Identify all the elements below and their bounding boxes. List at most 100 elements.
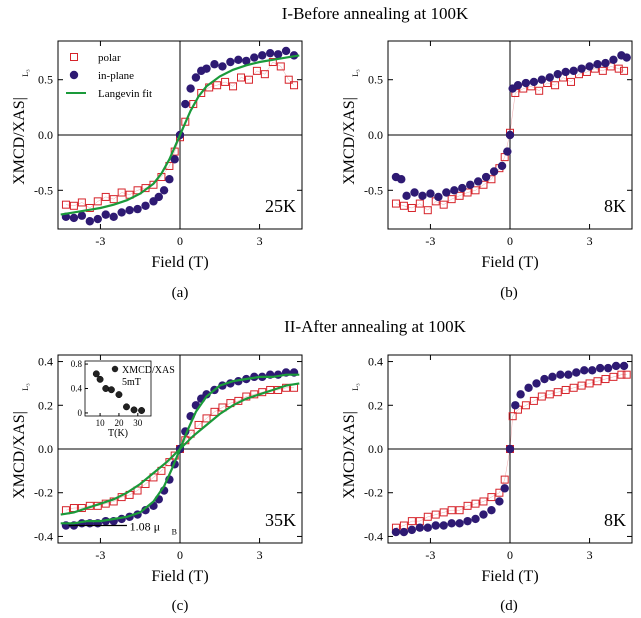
polar-point <box>561 385 570 394</box>
inplane-point <box>455 519 464 528</box>
inplane-point <box>463 516 472 526</box>
polar-point <box>213 81 222 90</box>
y-axis-label-subscript: L₃ <box>351 69 360 77</box>
inplane-point <box>497 161 507 171</box>
y-tick-label: -0.4 <box>364 529 383 543</box>
inplane-point <box>273 50 283 59</box>
inplane-point <box>577 64 586 73</box>
x-axis-label: Field (T) <box>481 568 538 585</box>
polar-point <box>290 81 299 90</box>
y-tick-label: -0.2 <box>364 486 383 500</box>
inplane-point <box>524 383 533 392</box>
inplane-point <box>569 66 578 76</box>
section-title-after: II-After annealing at 100K <box>284 317 466 336</box>
inplane-point <box>439 521 448 530</box>
inplane-point <box>434 192 443 202</box>
y-tick-label: 0.4 <box>38 355 53 369</box>
inplane-point <box>281 46 291 56</box>
inplane-point <box>479 510 488 519</box>
panel-a: -3 0 3 -0.5 0.0 0.5 Field (T) XMCD/XAS| L₃ 25K (a)… <box>11 40 303 301</box>
inplane-point <box>125 206 134 215</box>
inplane-point <box>495 497 504 506</box>
inplane-point <box>611 361 621 371</box>
inplane-point <box>545 73 554 82</box>
polar-point <box>229 82 238 91</box>
inset-y-tick-label: 0.4 <box>71 384 83 394</box>
inset-legend-sublabel: 5mT <box>122 377 141 388</box>
y-axis-label-group: XMCD/XAS| L₃ <box>341 383 360 499</box>
polar-point <box>529 396 538 405</box>
inplane-point <box>418 191 427 201</box>
polar-point <box>598 66 607 75</box>
inplane-point <box>473 177 483 186</box>
inplane-point <box>402 191 411 201</box>
inplane-point <box>159 186 169 195</box>
inplane-point <box>242 56 251 66</box>
polar-point <box>593 377 602 386</box>
inplane-point <box>471 514 480 524</box>
polar-point <box>431 510 440 519</box>
temperature-label: 8K <box>604 196 626 216</box>
panel-d: -3 0 3 -0.4 -0.2 0.0 0.2 0.4 Field (T) XMCD/XAS| L… <box>341 354 633 614</box>
y-axis-label-subscript: L₃ <box>21 383 30 391</box>
polar-point <box>210 407 219 416</box>
y-tick-label: -0.5 <box>364 183 383 197</box>
polar-point <box>284 75 293 84</box>
x-tick-label: 3 <box>587 548 593 562</box>
inplane-point <box>165 175 174 184</box>
inset-x-tick-label: 30 <box>133 418 143 428</box>
polar-point <box>252 66 261 75</box>
polar-point <box>577 381 586 390</box>
polar-point <box>551 81 560 90</box>
inplane-point <box>529 77 539 87</box>
polar-point <box>221 77 230 86</box>
polar-point <box>495 488 504 497</box>
panel-caption: (c) <box>172 598 189 614</box>
inplane-point <box>595 363 605 373</box>
x-tick-label: 3 <box>587 234 593 248</box>
inplane-point <box>513 81 523 90</box>
x-axis-label: Field (T) <box>151 568 208 585</box>
inplane-point <box>540 374 549 384</box>
inplane-point <box>85 217 95 226</box>
inplane-point <box>500 484 509 493</box>
legend-label-inplane: in-plane <box>98 70 134 82</box>
saturation-annotation: 1.08 μ <box>130 520 160 534</box>
panel-caption: (a) <box>172 285 189 301</box>
section-title-before: I-Before annealing at 100K <box>282 4 469 23</box>
inplane-point <box>505 130 515 140</box>
legend-marker-polar <box>70 53 78 61</box>
y-tick-label: 0.2 <box>368 398 383 412</box>
inplane-point <box>210 60 219 69</box>
inplane-point <box>191 73 201 82</box>
polar-point <box>194 420 203 429</box>
polar-point <box>620 66 629 75</box>
polar-point <box>545 390 554 399</box>
temperature-label: 25K <box>265 196 296 216</box>
polar-point <box>521 401 530 410</box>
inset-point <box>92 370 100 378</box>
inplane-point <box>532 379 541 388</box>
x-tick-label: -3 <box>95 234 105 248</box>
inplane-point <box>580 366 589 375</box>
inplane-point <box>426 189 435 198</box>
polar-point <box>439 508 448 517</box>
polar-point <box>471 499 480 508</box>
polar-point <box>101 192 110 201</box>
inplane-point <box>458 183 467 193</box>
polar-point <box>553 388 562 397</box>
inplane-point <box>69 213 79 223</box>
y-axis-label-subscript: L₃ <box>21 69 30 77</box>
inplane-point <box>397 175 406 184</box>
inplane-point <box>503 147 512 156</box>
polar-point <box>93 197 102 206</box>
inset-y-tick-label: 0 <box>78 408 83 418</box>
inplane-point <box>481 172 491 182</box>
inplane-point <box>186 84 195 93</box>
inplane-point <box>101 210 110 219</box>
inplane-point <box>537 75 547 84</box>
inplane-point <box>407 525 417 535</box>
polar-point <box>399 201 408 210</box>
